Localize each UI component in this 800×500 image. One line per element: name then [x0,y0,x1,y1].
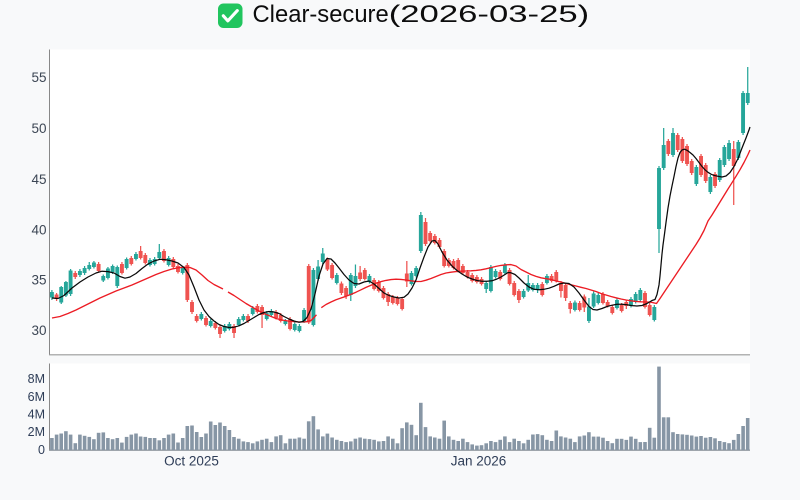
svg-text:2M: 2M [28,425,45,439]
svg-text:30: 30 [31,323,46,338]
svg-text:Oct 2025: Oct 2025 [164,454,219,469]
svg-text:Clear-secure(2026-03-25): Clear-secure(2026-03-25) [253,1,590,28]
svg-text:40: 40 [31,223,46,238]
svg-text:0: 0 [38,443,45,457]
svg-text:45: 45 [31,172,46,187]
svg-text:55: 55 [31,70,46,85]
svg-text:4M: 4M [28,408,45,422]
svg-text:Jan 2026: Jan 2026 [451,454,507,469]
svg-text:6M: 6M [28,390,45,404]
svg-text:8M: 8M [28,372,45,386]
svg-text:35: 35 [31,273,46,288]
svg-text:50: 50 [31,121,46,136]
